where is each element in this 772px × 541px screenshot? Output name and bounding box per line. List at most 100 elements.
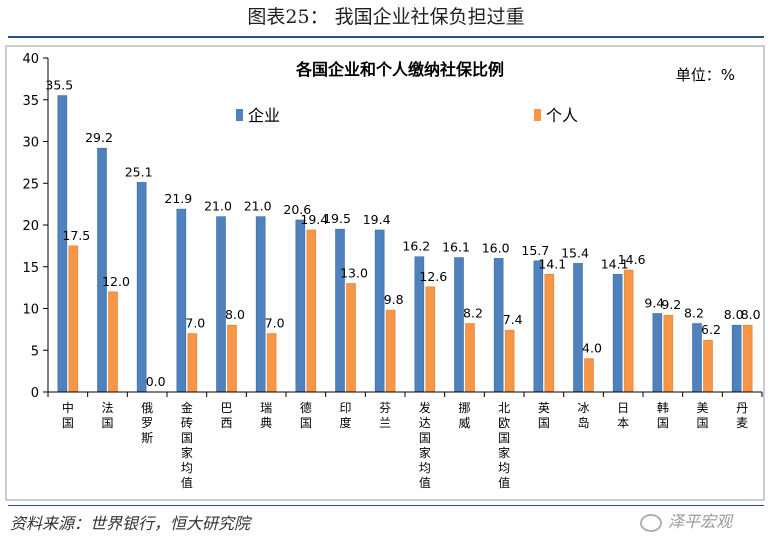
top-rule [8,36,764,38]
value-label-enterprise-2: 25.1 [125,164,153,179]
value-label-individual-14: 14.6 [618,252,646,267]
legend-swatch-1 [534,109,541,121]
x-tick-label: 发达国家均值 [419,400,431,490]
value-label-enterprise-7: 19.5 [323,211,351,226]
x-tick-label: 冰岛 [577,401,589,430]
x-tick-label: 日本 [617,401,629,430]
value-label-enterprise-11: 16.0 [482,240,510,255]
bar-individual-3 [187,333,198,393]
value-label-individual-13: 4.0 [582,341,602,356]
value-label-enterprise-4: 21.0 [204,199,232,214]
value-label-enterprise-12: 15.7 [521,243,549,258]
bar-individual-0 [68,245,79,393]
value-label-individual-16: 6.2 [701,322,721,337]
x-tick-label: 挪威 [458,401,470,430]
bar-enterprise-0 [57,95,68,393]
bar-enterprise-8 [374,229,385,393]
bars [57,95,753,393]
y-tick-label: 10 [22,303,39,318]
watermark-text: 泽平宏观 [668,512,733,531]
chart-frame [5,45,765,501]
bar-enterprise-13 [573,263,583,393]
value-label-enterprise-14: 14.1 [601,256,629,271]
y-tick-label: 15 [22,261,39,276]
y-tick-label: 40 [22,52,39,67]
value-label-enterprise-6: 20.6 [283,202,311,217]
legend: 企业 个人 [236,106,578,125]
x-tick-label: 中国 [62,400,74,430]
y-tick-label: 25 [22,177,39,192]
value-label-individual-4: 8.0 [225,307,245,322]
bar-individual-1 [108,291,118,393]
value-label-individual-17: 8.0 [741,307,761,322]
value-label-individual-3: 7.0 [185,316,205,331]
value-label-enterprise-9: 16.2 [402,239,430,254]
bar-individual-6 [306,229,317,393]
value-label-individual-2: 0.0 [146,374,166,389]
bar-enterprise-1 [97,147,107,393]
bar-individual-4 [227,324,237,393]
legend-swatch-0 [236,109,243,121]
value-label-individual-10: 8.2 [463,306,483,321]
value-label-enterprise-10: 16.1 [442,240,470,255]
bar-individual-8 [385,309,396,393]
value-label-individual-15: 9.2 [661,297,681,312]
value-label-individual-0: 17.5 [62,228,90,243]
x-tick-label: 巴西 [220,401,232,430]
value-label-enterprise-5: 21.0 [244,199,272,214]
value-label-enterprise-3: 21.9 [164,191,192,206]
x-tick-label: 丹麦 [736,401,748,430]
bottom-rule [8,505,764,506]
bar-enterprise-12 [533,260,544,393]
value-label-enterprise-15: 9.4 [644,296,664,311]
bar-chart: 各国企业和个人缴纳社保比例 单位：% 企业 个人 0 5 10 15 20 25 30 35 40… [5,45,765,501]
value-label-individual-7: 13.0 [340,265,368,280]
bar-enterprise-4 [216,216,226,393]
value-label-enterprise-13: 15.4 [561,245,589,260]
bar-enterprise-7 [335,228,345,393]
x-tick-label: 英国 [538,401,550,430]
legend-label-1: 个人 [546,106,578,125]
bar-individual-12 [544,273,555,393]
value-label-individual-8: 9.8 [384,292,404,307]
wechat-icon [640,513,662,532]
x-tick-label: 德国 [300,400,312,430]
bar-enterprise-6 [295,219,306,393]
bar-individual-10 [465,323,475,393]
bar-enterprise-14 [612,273,623,393]
bar-individual-14 [623,269,634,393]
value-label-individual-9: 12.6 [419,269,447,284]
figure-title: 图表25： 我国企业社保负担过重 [247,6,525,28]
x-tick-label: 金砖国家均值 [181,400,193,490]
bar-enterprise-2 [136,182,147,393]
x-tick-label: 瑞典 [260,401,272,430]
bar-individual-16 [703,339,713,393]
bar-enterprise-17 [731,324,742,393]
x-tick-label: 法国 [101,401,113,430]
bar-individual-7 [346,283,356,393]
y-tick-label: 0 [31,386,39,401]
y-tick-label: 30 [22,136,39,151]
x-tick-label: 俄罗斯 [141,401,153,445]
watermark: 泽平宏观 [640,508,732,532]
value-label-enterprise-0: 35.5 [45,78,73,93]
bar-individual-15 [663,314,674,393]
bar-individual-11 [504,329,515,393]
chart-title: 各国企业和个人缴纳社保比例 [295,60,504,79]
value-label-enterprise-16: 8.2 [684,306,704,321]
value-label-enterprise-1: 29.2 [85,130,113,145]
value-label-enterprise-8: 19.4 [363,212,391,227]
x-tick-label: 韩国 [657,400,669,430]
source-note: 资料来源：世界银行，恒大研究院 [10,514,251,533]
y-tick-label: 5 [31,344,39,359]
value-label-individual-1: 12.0 [102,274,130,289]
bar-enterprise-3 [176,208,187,393]
bar-enterprise-10 [454,257,464,393]
y-axis: 0 5 10 15 20 25 30 35 40 [22,52,49,401]
value-label-individual-5: 7.0 [265,316,285,331]
y-tick-label: 35 [22,94,39,109]
x-tick-label: 芬兰 [379,401,391,430]
bar-enterprise-15 [652,313,663,393]
x-tick-label: 北欧国家均值 [498,401,510,490]
